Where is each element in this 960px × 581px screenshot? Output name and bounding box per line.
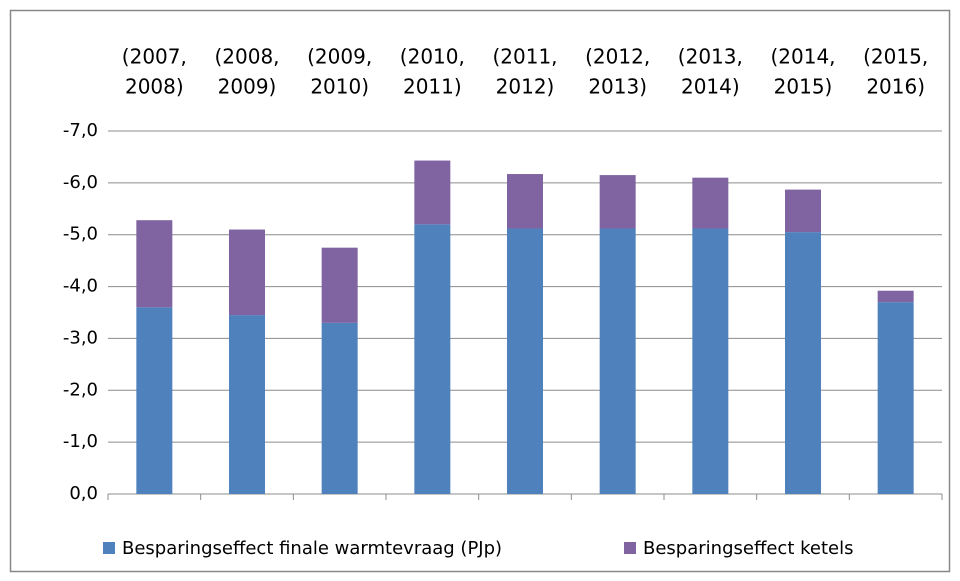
y-tick-label: -4,0 (63, 276, 98, 297)
bar-segment (877, 290, 914, 303)
legend-swatch (624, 542, 636, 554)
x-tick-label: (2012, (585, 45, 650, 69)
bar-segment (692, 177, 729, 229)
y-tick-label: -2,0 (63, 379, 98, 400)
y-tick-label: 0,0 (69, 483, 98, 504)
x-tick-label: 2014) (681, 75, 740, 99)
x-tick-label: 2016) (866, 75, 925, 99)
x-tick-label: 2008) (125, 75, 184, 99)
x-tick-label: 2010) (310, 75, 369, 99)
y-tick-label: -3,0 (63, 327, 98, 348)
legend-swatch (103, 542, 115, 554)
x-tick-label: 2009) (218, 75, 277, 99)
x-tick-label: (2011, (492, 45, 557, 69)
bar-segment (877, 302, 914, 494)
bar-segment (599, 228, 636, 494)
y-tick-label: -6,0 (63, 172, 98, 193)
bar-segment (692, 228, 729, 494)
bar-segment (507, 228, 543, 494)
x-tick-label: 2012) (496, 75, 555, 99)
x-tick-label: (2009, (307, 45, 372, 69)
y-tick-label: -1,0 (63, 431, 98, 452)
bar-segment (321, 247, 358, 323)
bar-segment (229, 229, 265, 316)
x-tick-label: (2014, (770, 45, 835, 69)
bar-segment (785, 232, 821, 494)
bar-segment (136, 307, 173, 494)
y-tick-label: -5,0 (63, 224, 98, 245)
bar-segment (321, 322, 358, 494)
x-tick-label: (2008, (214, 45, 279, 69)
x-tick-label: (2010, (400, 45, 465, 69)
legend-label: Besparingseffect finale warmtevraag (PJp… (122, 538, 502, 559)
bar-segment (507, 174, 543, 229)
bar-segment (785, 189, 821, 233)
bar-segment (414, 224, 451, 495)
x-tick-label: (2013, (678, 45, 743, 69)
bar-segment (599, 175, 636, 229)
legend-label: Besparingseffect ketels (643, 538, 853, 559)
x-tick-label: (2007, (122, 45, 187, 69)
y-tick-label: -7,0 (63, 120, 98, 141)
bar-segment (229, 315, 265, 494)
x-tick-label: 2015) (774, 75, 833, 99)
x-tick-label: 2013) (588, 75, 647, 99)
bar-segment (414, 160, 451, 225)
x-tick-label: (2015, (863, 45, 928, 69)
x-tick-label: 2011) (403, 75, 462, 99)
bar-segment (136, 220, 173, 308)
